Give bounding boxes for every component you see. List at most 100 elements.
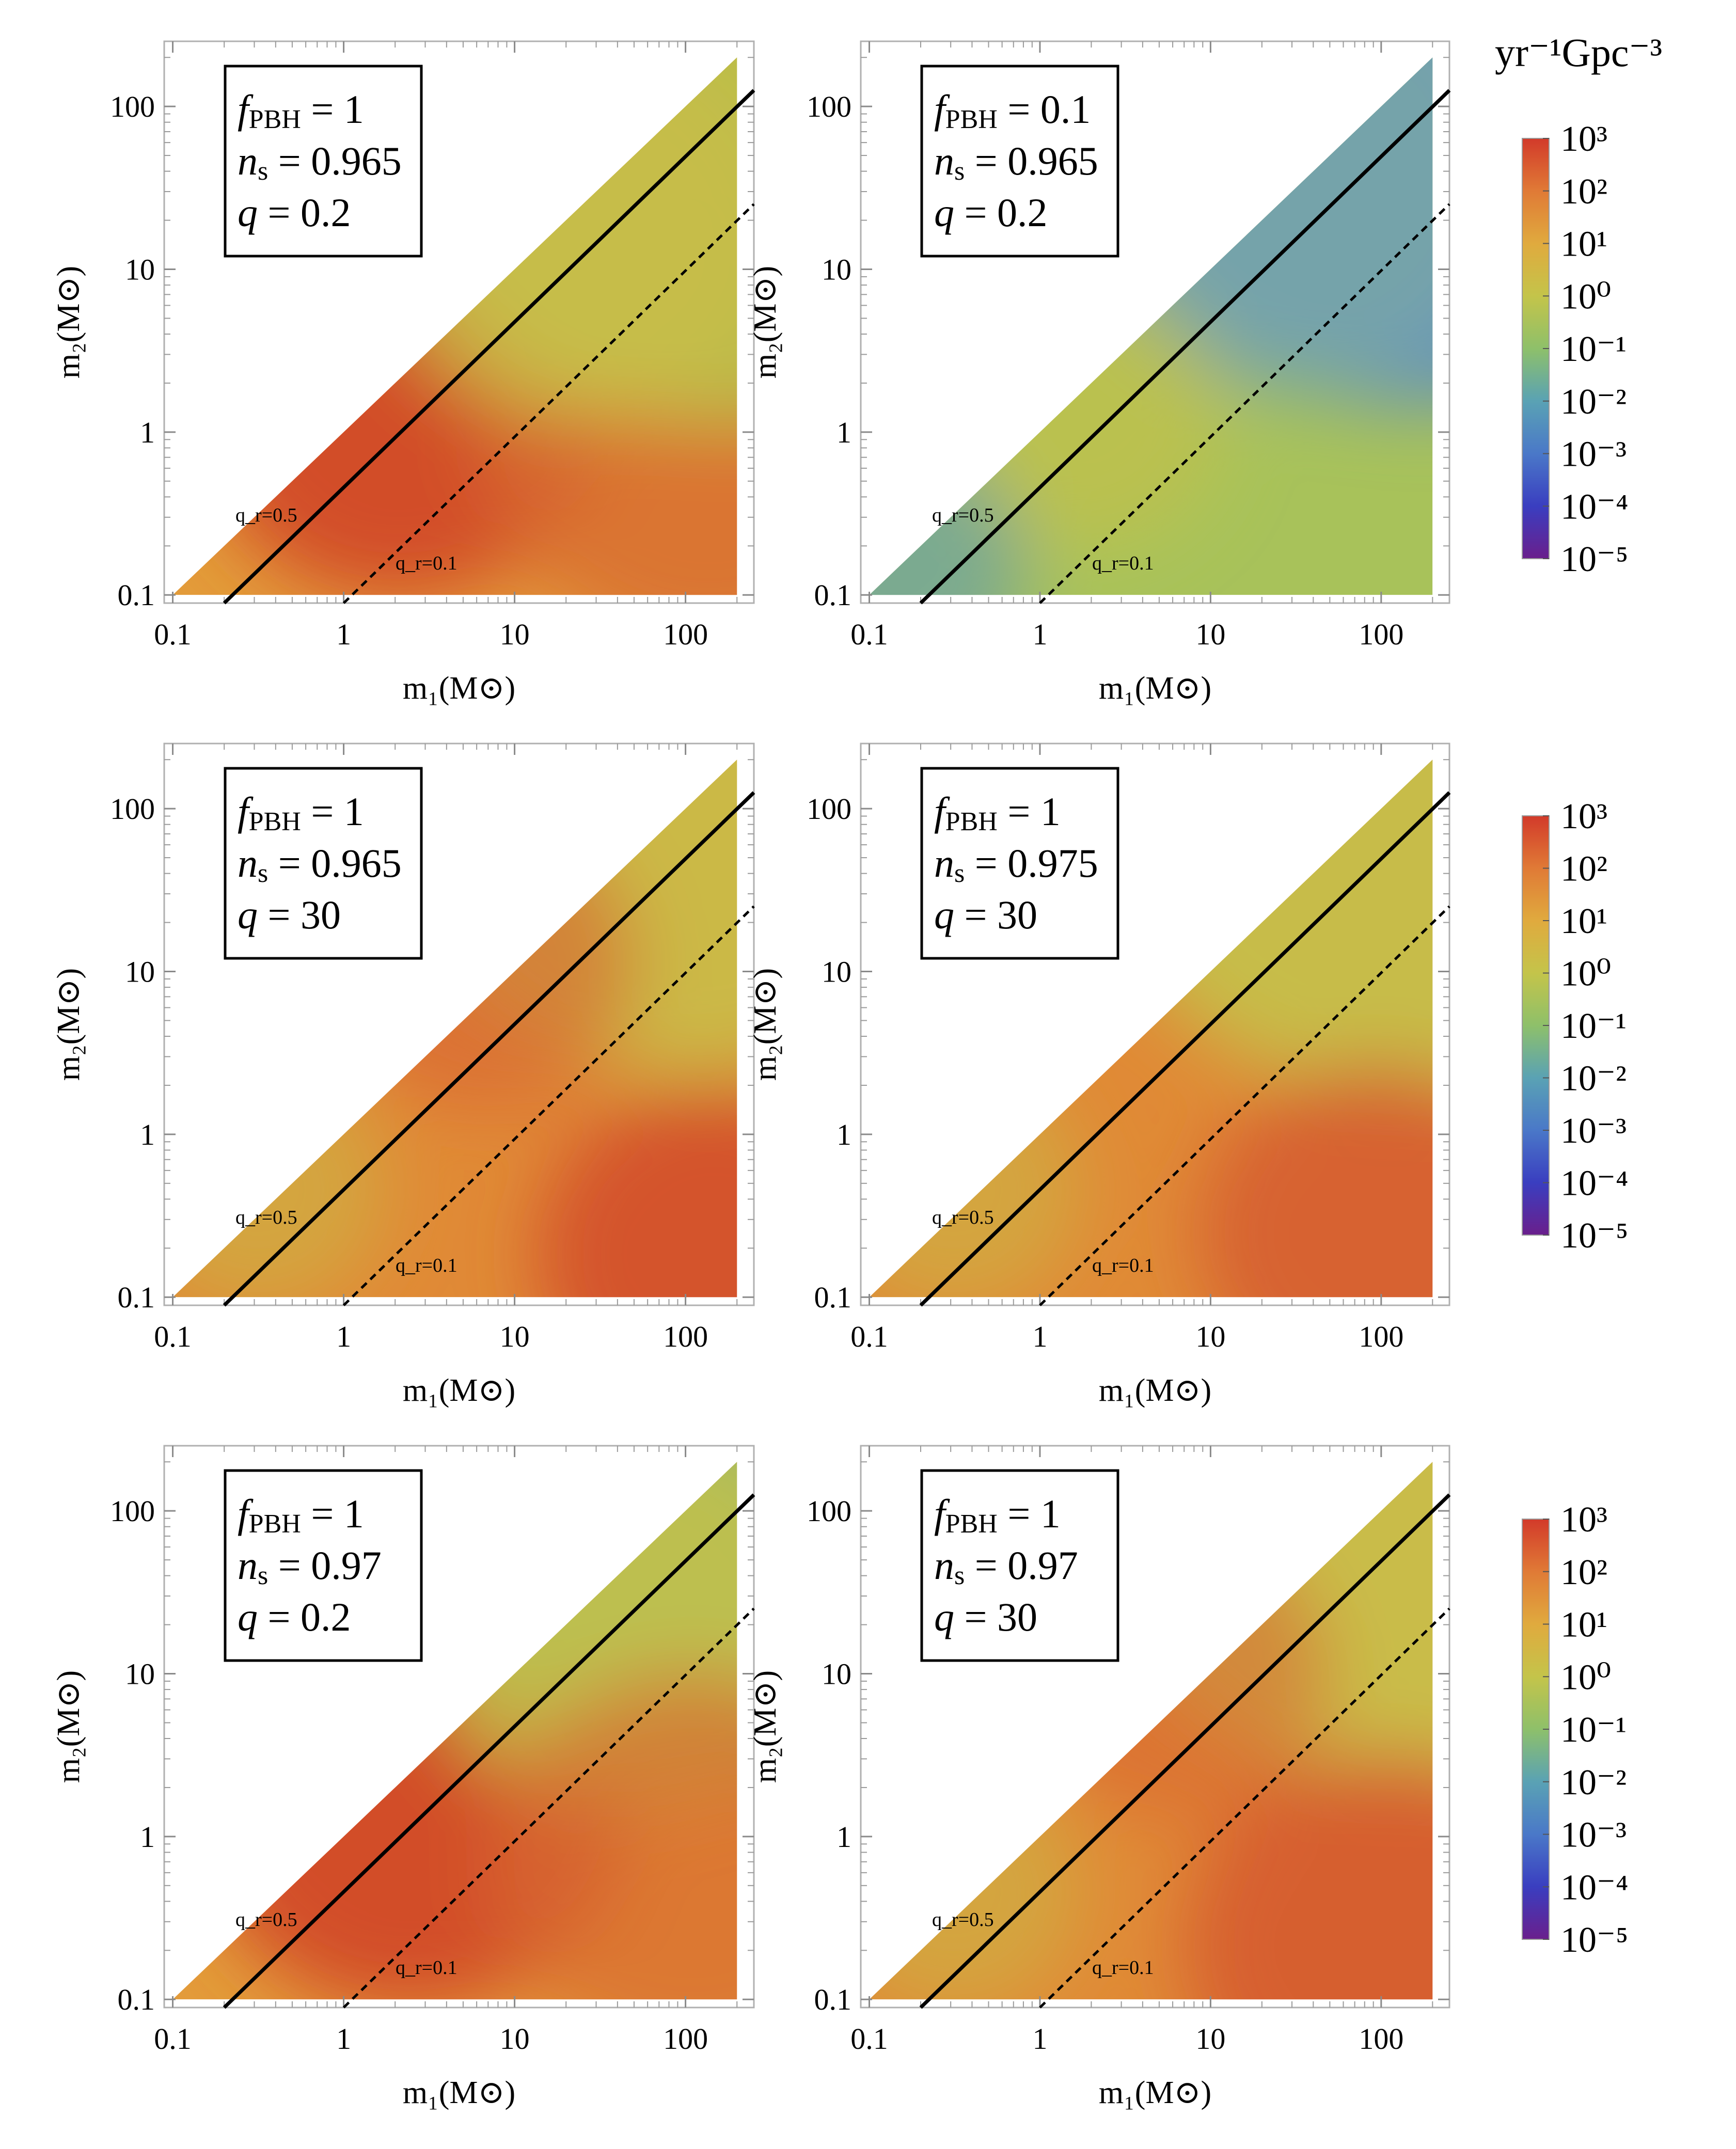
qr-0.1-line bbox=[342, 905, 755, 1306]
x-tick-label: 0.1 bbox=[154, 618, 192, 651]
colorbar-tick-label: 10³ bbox=[1560, 1500, 1607, 1540]
y-tick-label: 100 bbox=[807, 792, 851, 826]
qr-0.1-label: q_r=0.1 bbox=[396, 552, 457, 574]
legend-box: fPBH = 1ns = 0.97q = 0.2 bbox=[224, 1469, 423, 1662]
y-tick-label: 100 bbox=[110, 792, 155, 826]
colorbar-tick-label: 10⁻¹ bbox=[1560, 1710, 1627, 1750]
x-tick-label: 10 bbox=[1195, 1320, 1225, 1353]
x-tick-label: 10 bbox=[500, 2022, 530, 2056]
x-tick-label: 100 bbox=[1359, 618, 1403, 651]
x-tick-label: 1 bbox=[1032, 2022, 1047, 2056]
legend-ns: ns = 0.97 bbox=[934, 1543, 1078, 1590]
x-tick-label: 100 bbox=[1359, 2022, 1403, 2056]
x-tick-label: 10 bbox=[1195, 618, 1225, 651]
x-tick-label: 0.1 bbox=[850, 618, 888, 651]
qr-0.1-line bbox=[1039, 905, 1450, 1306]
x-tick-label: 0.1 bbox=[154, 1320, 192, 1353]
colorbar-3: 10³ 10² 10¹ 10⁰ 10⁻¹ 10⁻² 10⁻³ 10⁻⁴ 10⁻⁵ bbox=[1522, 1500, 1628, 1960]
legend-q: q = 30 bbox=[238, 892, 341, 937]
qr-0.5-line bbox=[223, 89, 755, 605]
colorbar-tick-label: 10² bbox=[1560, 172, 1607, 212]
qr-0.5-label: q_r=0.5 bbox=[235, 1909, 297, 1931]
qr-0.1-label: q_r=0.1 bbox=[1092, 1255, 1154, 1276]
panel-frame bbox=[163, 742, 755, 1306]
x-tick-label: 1 bbox=[336, 1320, 351, 1353]
y-tick-label: 10 bbox=[822, 253, 851, 287]
legend-ns: ns = 0.965 bbox=[934, 138, 1098, 186]
y-tick-label: 10 bbox=[822, 1657, 851, 1691]
panels-group: 0.1 0.1 1 1 10 10 100 100 q_r=0.5 q_r=0.1 fPBH = 1… bbox=[51, 40, 1451, 2110]
qr-0.5-line bbox=[223, 1493, 755, 2009]
x-tick-label: 10 bbox=[500, 1320, 530, 1353]
legend-ns: ns = 0.97 bbox=[238, 1543, 382, 1590]
y-tick-label: 0.1 bbox=[814, 1281, 852, 1314]
colorbar-tick-label: 10⁻⁵ bbox=[1560, 540, 1628, 579]
colorbar-tick-label: 10¹ bbox=[1560, 225, 1607, 264]
panel-frame bbox=[860, 742, 1450, 1306]
qr-0.1-label: q_r=0.1 bbox=[396, 1957, 457, 1979]
y-axis-label: m₂(M⊙) bbox=[51, 1670, 86, 1783]
y-tick-label: 100 bbox=[807, 90, 851, 123]
colorbar-tick-label: 10⁻² bbox=[1560, 1763, 1627, 1803]
y-tick-label: 0.1 bbox=[118, 1281, 155, 1314]
y-tick-label: 0.1 bbox=[814, 1983, 852, 2016]
colorbar-tick-label: 10⁻³ bbox=[1560, 1111, 1627, 1151]
colorbar-tick-label: 10⁻² bbox=[1560, 382, 1627, 422]
legend-q: q = 0.2 bbox=[934, 190, 1048, 235]
y-axis-label: m₂(M⊙) bbox=[51, 266, 86, 378]
y-tick-label: 10 bbox=[125, 1657, 155, 1691]
legend-fpbh: fPBH = 1 bbox=[934, 1491, 1061, 1539]
legend-fpbh: fPBH = 1 bbox=[238, 87, 364, 134]
x-tick-label: 1 bbox=[336, 618, 351, 651]
qr-0.5-line bbox=[919, 791, 1451, 1307]
y-axis-label: m₂(M⊙) bbox=[51, 968, 86, 1081]
y-tick-label: 10 bbox=[125, 955, 155, 989]
x-tick-label: 0.1 bbox=[154, 2022, 192, 2056]
qr-0.5-line bbox=[223, 791, 755, 1307]
panel-frame bbox=[860, 40, 1450, 604]
y-tick-label: 0.1 bbox=[118, 578, 155, 612]
qr-0.5-line bbox=[919, 89, 1451, 605]
x-axis-label: m₁(M⊙) bbox=[403, 671, 515, 706]
x-tick-label: 1 bbox=[1032, 618, 1047, 651]
qr-0.5-label: q_r=0.5 bbox=[932, 1207, 994, 1228]
y-tick-label: 0.1 bbox=[118, 1983, 155, 2016]
colorbar-tick-label: 10⁻¹ bbox=[1560, 329, 1627, 369]
y-tick-label: 100 bbox=[110, 1494, 155, 1528]
qr-0.5-label: q_r=0.5 bbox=[235, 504, 297, 526]
y-tick-label: 1 bbox=[140, 416, 155, 449]
legend-q: q = 0.2 bbox=[238, 190, 351, 235]
legend-ns: ns = 0.975 bbox=[934, 841, 1098, 888]
qr-0.1-line bbox=[1039, 1607, 1450, 2009]
qr-0.1-label: q_r=0.1 bbox=[1092, 552, 1154, 574]
colorbar-unit-label: yr⁻¹Gpc⁻³ bbox=[1495, 30, 1662, 75]
colorbar-tick-label: 10² bbox=[1560, 849, 1607, 889]
y-axis-label: m₂(M⊙) bbox=[748, 1670, 783, 1783]
y-tick-label: 10 bbox=[822, 955, 851, 989]
colorbar-tick-label: 10³ bbox=[1560, 119, 1607, 159]
y-axis-label: m₂(M⊙) bbox=[748, 968, 783, 1081]
legend-q: q = 30 bbox=[934, 1594, 1037, 1639]
legend-ns: ns = 0.965 bbox=[238, 138, 402, 186]
colorbar-tick-label: 10⁻⁴ bbox=[1560, 1164, 1628, 1204]
qr-0.1-line bbox=[1039, 203, 1450, 604]
colorbars-group: yr⁻¹Gpc⁻³ 10³ 10² 10¹ 10⁰ 10⁻¹ 10⁻² 10⁻³ 10⁻⁴ 10… bbox=[1495, 30, 1662, 1960]
panel-frame bbox=[163, 1445, 755, 2009]
x-axis-label: m₁(M⊙) bbox=[403, 2075, 515, 2110]
qr-0.1-label: q_r=0.1 bbox=[1092, 1957, 1154, 1979]
y-tick-label: 1 bbox=[837, 416, 851, 449]
colorbar-tick-label: 10⁰ bbox=[1560, 954, 1611, 994]
colorbar-tick-label: 10⁻³ bbox=[1560, 435, 1627, 475]
x-axis-label: m₁(M⊙) bbox=[403, 1373, 515, 1408]
x-axis-label: m₁(M⊙) bbox=[1099, 2075, 1211, 2110]
colorbar-tick-label: 10⁻⁴ bbox=[1560, 1868, 1628, 1907]
qr-0.1-line bbox=[342, 203, 755, 604]
colorbar-tick-label: 10⁻⁵ bbox=[1560, 1920, 1628, 1960]
legend-fpbh: fPBH = 1 bbox=[238, 1491, 364, 1539]
y-tick-label: 1 bbox=[140, 1820, 155, 1854]
legend-q: q = 30 bbox=[934, 892, 1037, 937]
qr-0.5-line bbox=[919, 1493, 1451, 2009]
panel-frame bbox=[163, 40, 755, 604]
